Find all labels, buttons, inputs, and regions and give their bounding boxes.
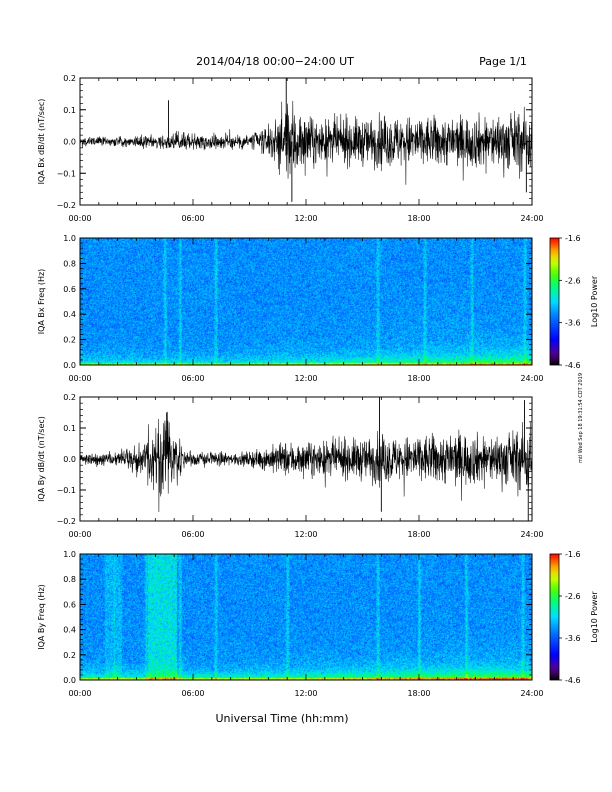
y-tick-label: 0.2 <box>63 651 76 660</box>
by-colorbar: -1.6 -2.6 -3.6 -4.6 Log10 Power <box>549 550 599 685</box>
panel-bx-dbdt-ylabel: IQA Bx dB/dt (nT/sec) <box>37 99 46 185</box>
x-tick-label: 18:00 <box>407 374 430 383</box>
x-tick-label: 00:00 <box>68 530 91 539</box>
y-tick-label: 0.0 <box>63 361 76 370</box>
y-tick-label: 0.0 <box>63 455 76 464</box>
y-tick-label: −0.1 <box>57 169 76 178</box>
x-tick-label: 00:00 <box>68 214 91 223</box>
x-tick-label: 12:00 <box>294 689 317 698</box>
panel-by-dbdt-axes: 0.2 0.1 0.0 −0.1 −0.2 00:00 06:00 12:00 18:00 24:… <box>57 393 544 539</box>
y-tick-label: 0.4 <box>63 310 76 319</box>
y-tick-label: 0.2 <box>63 74 76 83</box>
y-tick-label: 0.1 <box>63 106 76 115</box>
y-tick-label: 0.0 <box>63 676 76 685</box>
y-tick-label: 0.6 <box>63 600 76 609</box>
y-tick-label: 0.2 <box>63 336 76 345</box>
colorbar-gradient <box>549 237 560 366</box>
colorbar-tick-label: -2.6 <box>565 276 581 285</box>
x-tick-label: 06:00 <box>181 530 204 539</box>
x-tick-label: 24:00 <box>520 214 543 223</box>
x-tick-label: 18:00 <box>407 214 430 223</box>
colorbar-tick-label: -3.6 <box>565 634 581 643</box>
colorbar-label: Log10 Power <box>590 591 599 643</box>
y-tick-label: 0.1 <box>63 424 76 433</box>
colorbar-tick-label: -4.6 <box>565 361 581 370</box>
colorbar-tick-label: -4.6 <box>565 676 581 685</box>
trace-line <box>79 411 533 513</box>
x-tick-label: 12:00 <box>294 214 317 223</box>
panel-by-spectrogram: 1.0 0.8 0.6 0.4 0.2 0.0 00:00 06:00 12:00 18:00 24… <box>37 550 599 698</box>
x-tick-label: 12:00 <box>294 374 317 383</box>
x-tick-label: 24:00 <box>520 374 543 383</box>
panel-bx-spectrogram-axes: 1.0 0.8 0.6 0.4 0.2 0.0 00:00 06:00 12:00 18:00 24… <box>63 234 543 383</box>
colorbar-tick-label: -3.6 <box>565 319 581 328</box>
plot-title: 2014/04/18 00:00−24:00 UT <box>196 55 354 68</box>
panel-bx-dbdt-trace <box>79 78 533 202</box>
panel-bx-spectrogram: 1.0 0.8 0.6 0.4 0.2 0.0 00:00 06:00 12:00 18:00 24… <box>37 234 599 383</box>
y-tick-label: −0.2 <box>57 517 76 526</box>
x-tick-label: 24:00 <box>520 530 543 539</box>
x-tick-label: 18:00 <box>407 530 430 539</box>
y-tick-label: 0.2 <box>63 393 76 402</box>
side-stamp: mtl Wed Sep 18 19:31:54 CDT 2019 <box>578 373 584 463</box>
y-tick-label: 1.0 <box>63 234 76 243</box>
y-tick-label: 0.6 <box>63 285 76 294</box>
panel-by-spectrogram-canvas-wrap <box>80 554 532 680</box>
x-tick-label: 06:00 <box>181 214 204 223</box>
colorbar-label: Log10 Power <box>590 275 599 327</box>
x-tick-label: 18:00 <box>407 689 430 698</box>
page-indicator: Page 1/1 <box>479 55 527 68</box>
x-tick-label: 24:00 <box>520 689 543 698</box>
panel-by-spectrogram-ylabel: IQA By Freq (Hz) <box>37 584 46 650</box>
colorbar-tick-label: -2.6 <box>565 592 581 601</box>
bx-colorbar: -1.6 -2.6 -3.6 -4.6 Log10 Power <box>549 234 599 370</box>
panel-bx-dbdt: 0.2 0.1 0.0 −0.1 −0.2 00:00 06:00 12:00 18:00 24:… <box>37 74 544 223</box>
x-tick-label: 00:00 <box>68 374 91 383</box>
x-tick-label: 00:00 <box>68 689 91 698</box>
y-tick-label: 0.8 <box>63 575 76 584</box>
colorbar-tick-label: -1.6 <box>565 550 581 559</box>
panel-by-dbdt-trace <box>79 397 533 521</box>
x-tick-label: 06:00 <box>181 689 204 698</box>
panel-bx-spectrogram-ylabel: IQA Bx Freq (Hz) <box>37 269 46 335</box>
panel-by-dbdt-ylabel: IQA By dB/dt (nT/sec) <box>37 416 46 502</box>
x-tick-label: 12:00 <box>294 530 317 539</box>
bx-spectrogram-image <box>80 238 532 365</box>
by-spectrogram-image <box>80 554 532 680</box>
y-tick-label: −0.2 <box>57 201 76 210</box>
panel-bx-spectrogram-canvas-wrap <box>80 238 532 365</box>
panel-by-dbdt: 0.2 0.1 0.0 −0.1 −0.2 00:00 06:00 12:00 18:00 24:… <box>37 393 544 539</box>
x-tick-label: 06:00 <box>181 374 204 383</box>
panel-bx-dbdt-axes: 0.2 0.1 0.0 −0.1 −0.2 00:00 06:00 12:00 18:00 24:… <box>57 74 544 223</box>
y-tick-label: −0.1 <box>57 486 76 495</box>
y-tick-label: 0.0 <box>63 138 76 147</box>
panel-by-spectrogram-axes: 1.0 0.8 0.6 0.4 0.2 0.0 00:00 06:00 12:00 18:00 24… <box>63 550 543 698</box>
y-tick-label: 1.0 <box>63 550 76 559</box>
x-axis-label: Universal Time (hh:mm) <box>216 712 349 725</box>
y-tick-label: 0.8 <box>63 259 76 268</box>
colorbar-tick-label: -1.6 <box>565 234 581 243</box>
colorbar-gradient <box>549 553 560 681</box>
y-tick-label: 0.4 <box>63 626 76 635</box>
trace-line <box>79 100 533 185</box>
